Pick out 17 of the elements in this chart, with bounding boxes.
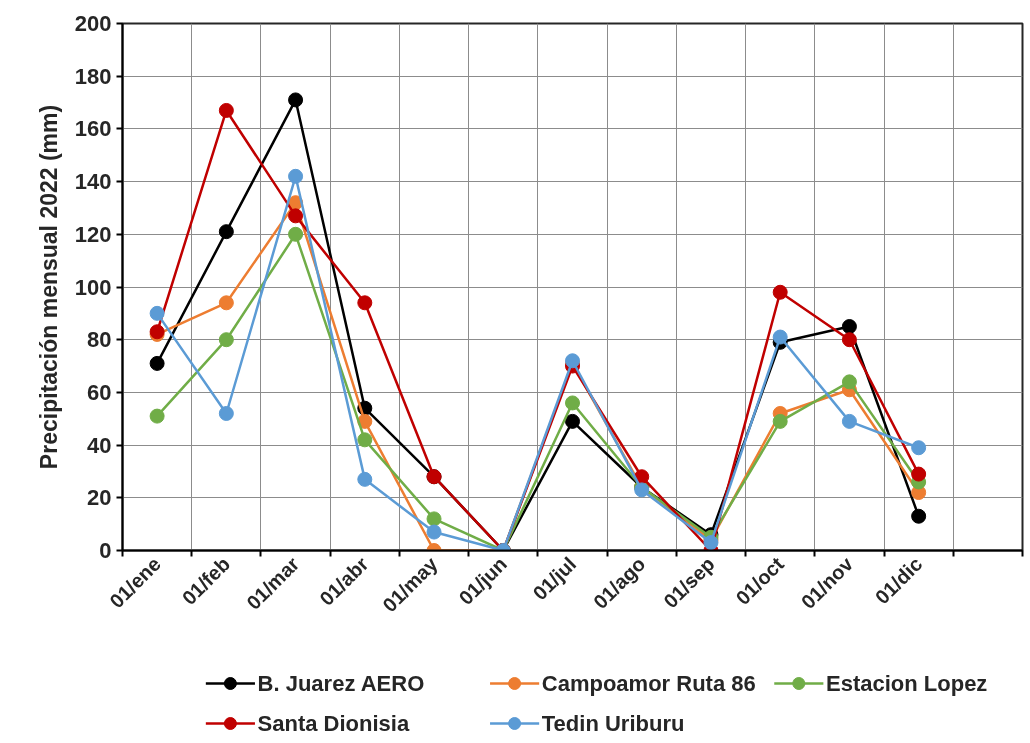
y-tick-label: 140 — [74, 169, 112, 195]
y-tick-label: 200 — [74, 11, 112, 36]
y-axis-title: Precipitación mensual 2022 (mm) — [35, 104, 62, 470]
y-tick-label: 0 — [99, 538, 112, 563]
y-tick-label: 80 — [87, 327, 112, 353]
y-tick-label: 120 — [74, 221, 112, 247]
legend-label: Campoamor Ruta 86 — [541, 671, 756, 696]
y-tick-label: 40 — [87, 432, 112, 458]
legend-label: Tedin Uriburu — [541, 711, 685, 736]
y-tick-label: 20 — [87, 485, 112, 511]
y-tick-label: 60 — [87, 379, 112, 405]
y-tick-label: 180 — [74, 63, 112, 89]
legend-label: Santa Dionisia — [257, 711, 410, 736]
legend-label: B. Juarez AERO — [257, 671, 425, 696]
legend-label: Estacion Lopez — [826, 671, 988, 696]
y-tick-label: 100 — [74, 274, 112, 300]
y-tick-label: 160 — [74, 116, 112, 142]
